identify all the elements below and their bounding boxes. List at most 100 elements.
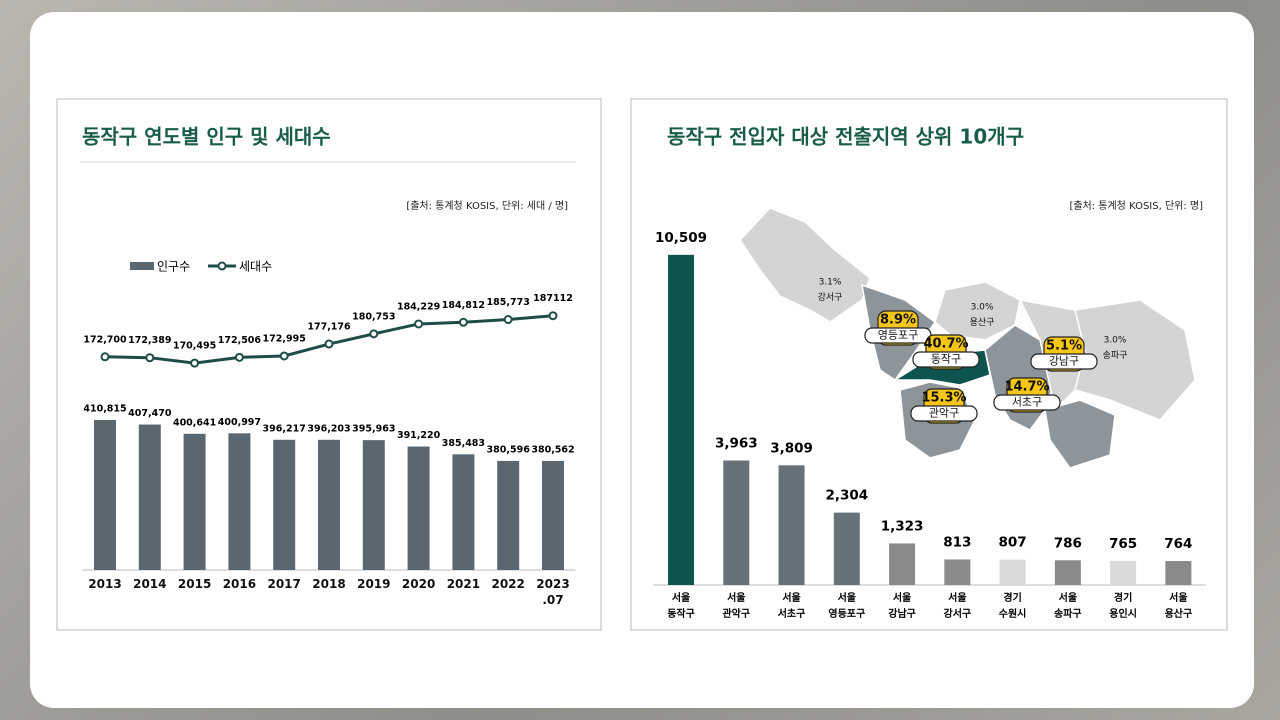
data-label: 172,700 <box>83 334 127 345</box>
legend-label: 인구수 <box>157 260 190 274</box>
x-tick-label: 용산구 <box>1165 607 1193 620</box>
data-label: 391,220 <box>397 430 441 441</box>
bar <box>228 433 251 570</box>
region-name: 강서구 <box>818 292 843 303</box>
x-tick-label: 2015 <box>177 577 212 591</box>
x-tick-label: 서울 <box>948 591 966 604</box>
x-tick-label: 서울 <box>893 591 911 604</box>
marker <box>324 339 334 349</box>
x-tick-label: 경기 <box>1114 591 1132 604</box>
source-note: [출처: 통계청 KOSIS, 단위: 세대 / 명] <box>406 199 568 212</box>
x-tick-label: 관악구 <box>722 607 750 620</box>
region-name: 영등포구 <box>878 329 918 342</box>
data-label: 184,229 <box>397 301 440 312</box>
data-label: 10,509 <box>655 230 707 246</box>
region-name-box <box>912 351 980 368</box>
x-tick-label: 2014 <box>133 577 167 591</box>
region-name: 용산구 <box>970 317 995 328</box>
marker <box>458 317 468 327</box>
data-label: 400,997 <box>218 417 261 428</box>
data-label: 807 <box>998 535 1026 551</box>
bar <box>542 460 564 570</box>
data-label: 385,483 <box>442 438 485 449</box>
x-tick-label: 서울 <box>727 591 745 604</box>
x-tick-label: 2020 <box>401 577 436 591</box>
data-label: 400,641 <box>173 417 216 428</box>
bar <box>1110 560 1137 585</box>
data-label: 407,470 <box>128 408 172 419</box>
bar <box>318 439 340 570</box>
bar <box>833 512 860 585</box>
bar <box>407 446 430 570</box>
bar <box>1165 560 1192 585</box>
data-label: 3,809 <box>770 440 813 456</box>
region-name: 강남구 <box>1049 355 1079 368</box>
data-label: 395,963 <box>352 424 395 435</box>
x-tick-label: 서울 <box>1169 591 1187 604</box>
region-name: 송파구 <box>1103 350 1128 361</box>
bar <box>362 440 385 570</box>
x-tick-label: 강남구 <box>888 607 916 620</box>
marker <box>414 319 424 329</box>
data-label: 177,176 <box>307 322 351 333</box>
x-tick-label: 2016 <box>222 577 257 591</box>
x-tick-label: 수원시 <box>999 607 1027 620</box>
x-tick-label: 송파구 <box>1054 607 1082 620</box>
marker <box>145 353 155 363</box>
bar <box>999 559 1026 585</box>
bar <box>889 543 916 585</box>
legend-label: 세대수 <box>239 260 272 274</box>
region-share: 5.1% <box>1046 339 1082 354</box>
bar <box>778 465 805 585</box>
marker <box>234 352 244 362</box>
region-share: 14.7% <box>1004 380 1049 395</box>
region-name: 서초구 <box>1012 396 1042 409</box>
data-label: 380,562 <box>531 444 574 455</box>
marker <box>503 315 513 325</box>
region-share: 3.1% <box>819 278 842 288</box>
data-label: 765 <box>1109 536 1137 552</box>
bar <box>452 454 475 570</box>
x-tick-label: 서울 <box>672 591 690 604</box>
region-name-box <box>1030 353 1098 370</box>
x-tick-label: 2019 <box>357 577 391 591</box>
bar <box>183 433 206 570</box>
legend-swatch <box>130 262 154 270</box>
data-label: 172,995 <box>263 333 306 344</box>
x-tick-label: 2023.07 <box>536 577 570 607</box>
bar <box>944 559 971 585</box>
x-tick-label: 2022 <box>491 577 525 591</box>
region-name-box <box>910 405 978 422</box>
marker <box>190 358 200 368</box>
marker <box>369 329 379 339</box>
region-name: 관악구 <box>929 407 959 420</box>
region-share: 8.9% <box>880 313 916 328</box>
data-label: 380,596 <box>487 444 531 455</box>
x-tick-label: 동작구 <box>667 607 695 620</box>
region-share: 3.0% <box>1104 336 1127 346</box>
region-share: 40.7% <box>923 337 968 352</box>
chart-title: 동작구 전입자 대상 전출지역 상위 10개구 <box>667 125 1024 149</box>
bar <box>497 460 520 570</box>
x-tick-label: 2013 <box>88 577 122 591</box>
x-tick-label: 경기 <box>1003 591 1021 604</box>
data-label: 187112 <box>533 293 573 304</box>
x-tick-label: 서울 <box>782 591 800 604</box>
source-note: [출처: 통계청 KOSIS, 단위: 명] <box>1069 199 1203 212</box>
data-label: 1,323 <box>881 518 924 534</box>
region-name-box <box>993 394 1061 411</box>
data-label: 184,812 <box>442 300 485 311</box>
data-label: 396,217 <box>263 423 306 434</box>
x-tick-label: 2018 <box>312 577 346 591</box>
legend-swatch <box>217 261 227 271</box>
bar <box>723 460 750 585</box>
data-label: 813 <box>943 534 971 550</box>
bar <box>138 424 161 570</box>
x-tick-label: 2021 <box>446 577 481 591</box>
bar <box>1054 560 1081 585</box>
bar <box>94 420 116 570</box>
data-label: 3,963 <box>715 435 758 451</box>
data-label: 2,304 <box>825 488 868 504</box>
